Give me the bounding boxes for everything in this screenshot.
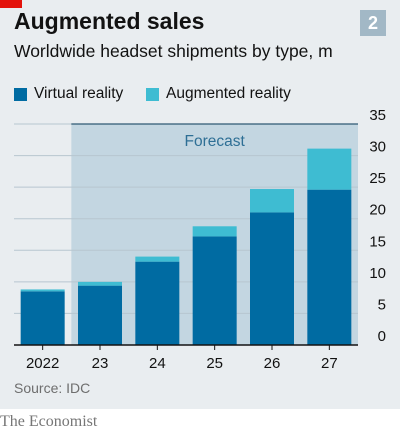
- bar-virtual-reality: [135, 261, 180, 345]
- legend-swatch-augmented-reality: [146, 87, 159, 101]
- chart-title: Augmented sales: [14, 8, 205, 34]
- legend-label-virtual-reality: Virtual reality: [34, 85, 124, 102]
- y-tick-label: 5: [378, 296, 386, 313]
- x-tick-label: 25: [206, 355, 223, 372]
- source-note: Source: IDC: [14, 380, 91, 396]
- legend-item-virtual-reality: Virtual reality: [14, 84, 123, 104]
- brand-accent-tag: [0, 0, 22, 8]
- bar-virtual-reality: [250, 212, 294, 345]
- y-tick-label: 10: [369, 265, 386, 282]
- chart-number-badge: 2: [360, 10, 386, 36]
- y-tick-label: 0: [378, 328, 386, 345]
- bar-augmented-reality: [135, 256, 180, 262]
- y-tick-label: 15: [369, 233, 386, 250]
- legend-item-augmented-reality: Augmented reality: [146, 84, 291, 104]
- chart-subtitle: Worldwide headset shipments by type, m: [14, 41, 333, 61]
- bar-augmented-reality: [307, 148, 352, 190]
- x-tick-label: 23: [92, 355, 109, 372]
- y-tick-label: 35: [369, 107, 386, 124]
- x-tick-label: 27: [321, 355, 338, 372]
- x-tick-label: 26: [264, 355, 281, 372]
- bar-augmented-reality: [20, 289, 65, 292]
- forecast-label: Forecast: [185, 133, 246, 150]
- y-tick-label: 30: [369, 139, 386, 156]
- bar-augmented-reality: [78, 281, 122, 286]
- publisher-logo: The Economist: [0, 413, 98, 430]
- legend-label-augmented-reality: Augmented reality: [166, 85, 291, 102]
- bar-virtual-reality: [20, 291, 65, 345]
- x-tick-label: 2022: [26, 355, 59, 372]
- x-tick-label: 24: [149, 355, 166, 372]
- legend-swatch-virtual-reality: [14, 87, 27, 101]
- bar-virtual-reality: [307, 189, 352, 345]
- footer-band: [0, 409, 400, 435]
- bar-virtual-reality: [192, 236, 237, 345]
- bar-augmented-reality: [250, 189, 294, 213]
- stacked-bar-chart: 0 5 10 15 20 25 30 35 Forecast 2022 23 24 25 26 27: [14, 107, 386, 372]
- y-tick-label: 20: [369, 202, 386, 219]
- bar-augmented-reality: [192, 226, 237, 237]
- y-tick-label: 25: [369, 170, 386, 187]
- bar-virtual-reality: [78, 285, 122, 345]
